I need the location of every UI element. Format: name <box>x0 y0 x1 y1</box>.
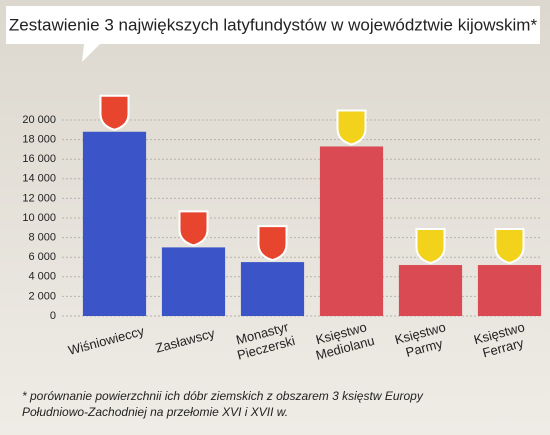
bar <box>398 265 463 316</box>
bar <box>82 131 147 316</box>
y-tick-label: 16 000 <box>22 153 56 165</box>
y-tick-label: 2 000 <box>28 290 56 302</box>
y-tick-label: 4 000 <box>28 271 56 283</box>
coat-of-arms <box>99 94 130 131</box>
bar <box>161 247 226 316</box>
emblem-shape <box>494 228 525 265</box>
emblem-shape <box>415 228 446 265</box>
y-tick-label: 10 000 <box>22 212 56 224</box>
bar <box>240 262 305 316</box>
y-tick-label: 20 000 <box>22 114 56 126</box>
emblem-shape <box>257 225 288 262</box>
footnote: Południowo-Zachodniej na przełomie XVI i… <box>22 405 288 419</box>
y-tick-label: 8 000 <box>28 232 56 244</box>
x-tick-label: KsięstwoFerrary <box>472 320 530 362</box>
emblem-shape <box>178 210 209 247</box>
bar <box>477 265 542 316</box>
coat-of-arms <box>257 225 288 262</box>
y-tick-label: 6 000 <box>28 251 56 263</box>
title-bubble <box>6 6 540 62</box>
y-tick-label: 18 000 <box>22 134 56 146</box>
coat-of-arms <box>336 109 367 146</box>
emblem-shape <box>99 94 130 131</box>
y-tick-label: 0 <box>50 310 56 322</box>
y-tick-label: 12 000 <box>22 192 56 204</box>
emblem-shape <box>336 109 367 146</box>
y-tick-label: 14 000 <box>22 173 56 185</box>
bar <box>319 146 384 316</box>
coat-of-arms <box>178 210 209 247</box>
chart-title: Zestawienie 3 największych latyfundystów… <box>9 15 538 34</box>
coat-of-arms <box>415 228 446 265</box>
coat-of-arms <box>494 228 525 265</box>
footnote: * porównanie powierzchnii ich dóbr ziems… <box>22 389 424 403</box>
